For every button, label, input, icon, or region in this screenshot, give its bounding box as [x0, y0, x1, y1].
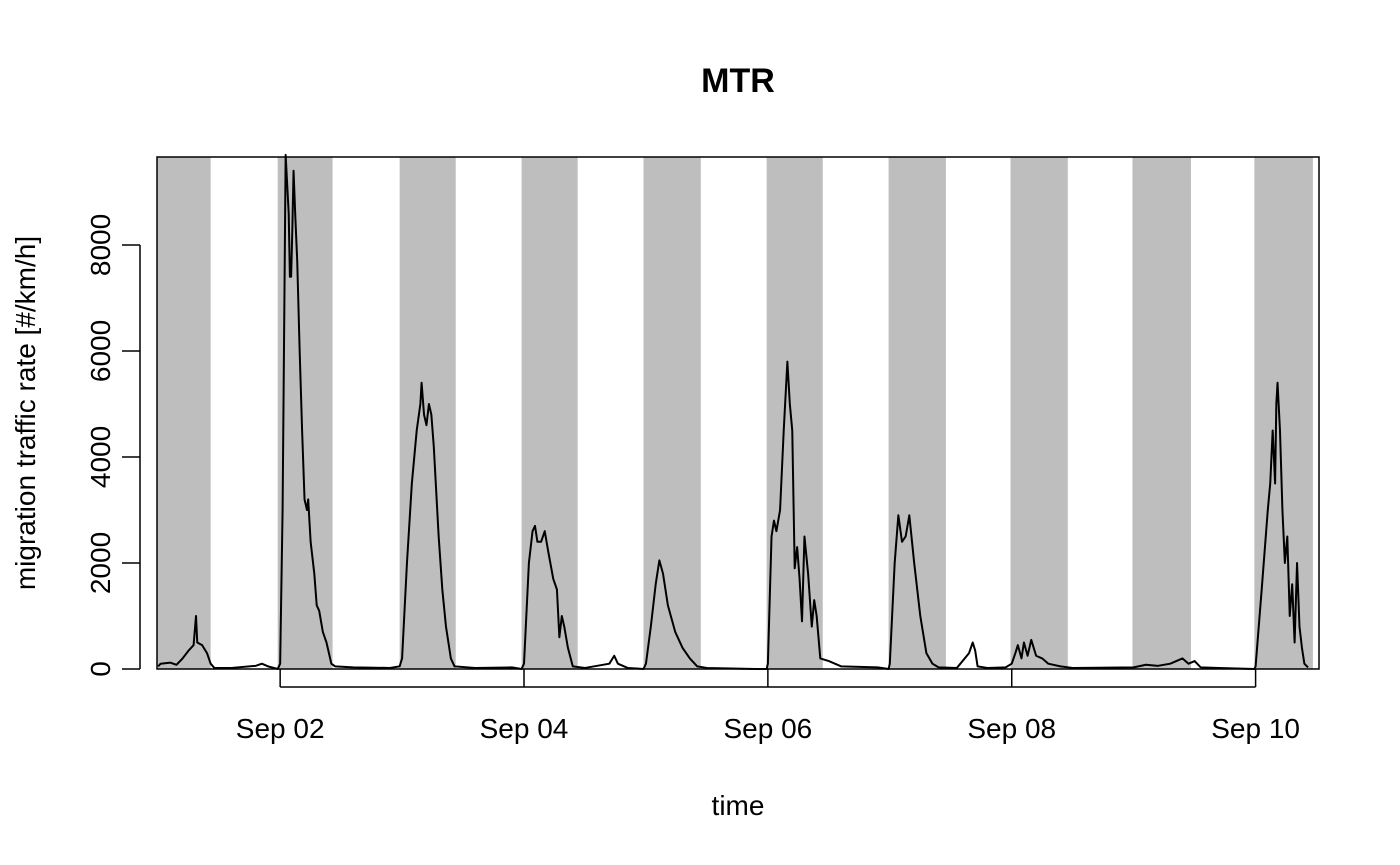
mtr-line: [157, 153, 1309, 670]
x-tick-label: Sep 06: [723, 713, 812, 744]
night-shading: [1010, 157, 1068, 669]
x-tick-label: Sep 08: [967, 713, 1056, 744]
y-tick-label: 2000: [85, 532, 116, 594]
chart-title: MTR: [701, 62, 775, 100]
x-tick-label: Sep 02: [236, 713, 325, 744]
y-tick-label: 4000: [85, 426, 116, 488]
night-shading: [1254, 157, 1313, 669]
night-shading: [277, 157, 333, 669]
night-shading: [157, 157, 211, 669]
night-shading: [766, 157, 823, 669]
y-tick-label: 0: [85, 661, 116, 677]
y-axis-label: migration traffic rate [#/km/h]: [10, 236, 41, 590]
x-tick-label: Sep 04: [480, 713, 569, 744]
night-shading: [643, 157, 701, 669]
plot-box: [156, 156, 1320, 670]
y-tick-label: 8000: [85, 214, 116, 276]
night-shading: [521, 157, 578, 669]
y-tick-label: 6000: [85, 320, 116, 382]
x-tick-label: Sep 10: [1211, 713, 1300, 744]
x-axis-label: time: [712, 790, 765, 821]
night-shading: [1132, 157, 1191, 669]
